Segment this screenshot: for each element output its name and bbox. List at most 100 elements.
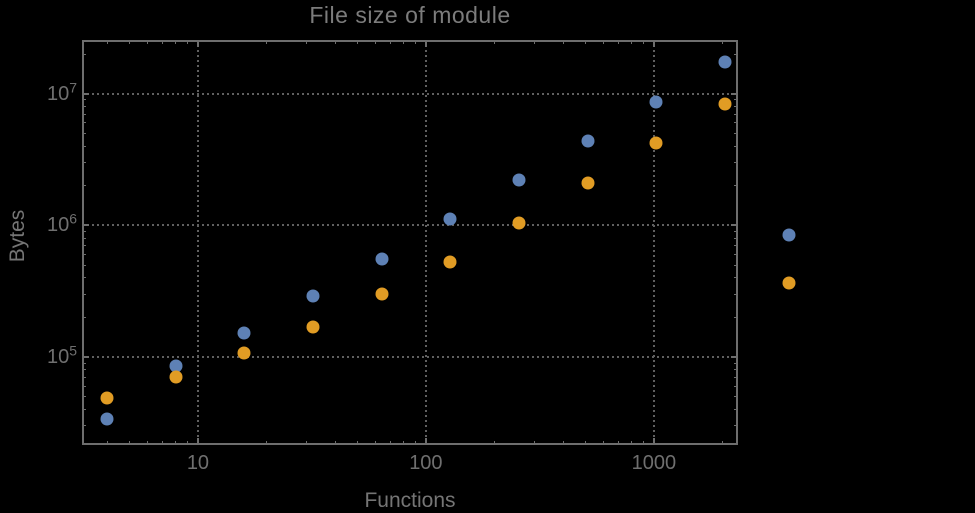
y-tick-right [734, 237, 738, 239]
y-tick [82, 362, 86, 364]
y-gridline [82, 224, 738, 227]
x-tick-top [187, 40, 188, 44]
x-tick-top [128, 40, 130, 44]
x-tick-top [584, 40, 586, 44]
x-tick-label: 10 [186, 452, 210, 474]
data-point-series-2-orange [306, 320, 320, 334]
y-tick-right [734, 362, 738, 364]
x-axis-label: Functions [364, 489, 456, 512]
data-point-series-2-orange [581, 176, 595, 190]
x-tick [128, 441, 130, 445]
data-point-series-2-orange [237, 346, 251, 360]
x-tick-top [618, 40, 620, 44]
y-tick [82, 396, 86, 398]
y-tick-label: 107 [46, 79, 77, 105]
y-tick-right [734, 145, 738, 147]
y-tick [82, 369, 86, 371]
x-tick-top [562, 40, 564, 44]
y-tick [82, 237, 86, 239]
x-tick [196, 438, 199, 445]
y-tick-label: 106 [46, 210, 77, 237]
y-tick-right [734, 408, 738, 410]
x-tick [494, 441, 495, 445]
y-tick [82, 145, 86, 147]
y-tick [82, 356, 89, 359]
y-tick [82, 245, 86, 247]
y-tick [82, 162, 86, 164]
data-point-series-1-blue [512, 173, 526, 187]
legend-marker-series-2-orange [782, 276, 796, 290]
x-tick [334, 441, 336, 445]
y-tick-right [734, 425, 738, 427]
y-tick [82, 408, 86, 410]
y-tick [82, 264, 86, 266]
x-tick-top [106, 40, 108, 44]
x-tick-top [334, 40, 336, 44]
y-tick-right [734, 122, 738, 124]
x-tick-top [175, 40, 177, 44]
x-tick [584, 441, 586, 445]
data-point-series-1-blue [169, 359, 183, 373]
y-tick [82, 132, 86, 134]
y-axis-label: Bytes [6, 209, 29, 263]
y-tick-right [734, 264, 738, 266]
x-tick-top [390, 40, 392, 44]
y-tick-label: 105 [46, 342, 77, 369]
x-gridline [196, 40, 199, 445]
y-tick-right [734, 293, 738, 295]
y-tick-right [731, 92, 738, 95]
y-gridline [82, 92, 738, 95]
y-tick [82, 376, 86, 378]
x-tick-top [356, 40, 358, 44]
y-tick [82, 385, 86, 387]
x-tick [534, 441, 536, 445]
y-tick [82, 99, 86, 101]
y-tick-right [734, 369, 738, 371]
y-tick-right [731, 356, 738, 359]
x-tick [374, 441, 376, 445]
x-tick [602, 441, 604, 445]
x-tick-top [196, 40, 199, 47]
x-tick [266, 441, 268, 445]
x-tick [306, 441, 308, 445]
y-tick-right [731, 224, 738, 227]
y-tick [82, 92, 89, 95]
plot-area [82, 40, 738, 445]
y-tick-right [734, 396, 738, 398]
y-tick [82, 230, 86, 232]
data-point-series-1-blue [443, 212, 457, 226]
x-tick [424, 438, 427, 445]
y-tick-right [734, 106, 738, 107]
x-tick [390, 441, 392, 445]
x-tick [106, 441, 108, 445]
x-tick-top [403, 40, 405, 44]
y-tick-right [734, 245, 738, 247]
y-tick [82, 224, 89, 227]
y-tick [82, 254, 86, 256]
x-tick-top [414, 40, 416, 44]
y-tick-right [734, 254, 738, 256]
x-tick [414, 441, 416, 445]
x-tick [721, 441, 723, 445]
y-tick-right [734, 316, 738, 318]
chart-title: File size of module [309, 2, 511, 28]
x-tick [356, 441, 358, 445]
y-tick-right [734, 113, 738, 115]
x-tick-top [146, 40, 148, 44]
x-tick [652, 438, 655, 445]
x-tick-top [424, 40, 427, 47]
y-tick [82, 293, 86, 295]
data-point-series-2-orange [100, 391, 114, 405]
y-tick-right [734, 162, 738, 164]
x-tick [162, 441, 164, 445]
y-tick [82, 122, 86, 124]
x-tick-label: 1000 [631, 452, 677, 474]
x-tick [642, 441, 644, 445]
y-tick-right [734, 185, 738, 187]
x-tick-top [631, 40, 633, 44]
x-tick-top [721, 40, 723, 44]
data-point-series-2-orange [375, 287, 389, 301]
data-point-series-2-orange [512, 216, 526, 230]
y-tick [82, 185, 86, 187]
